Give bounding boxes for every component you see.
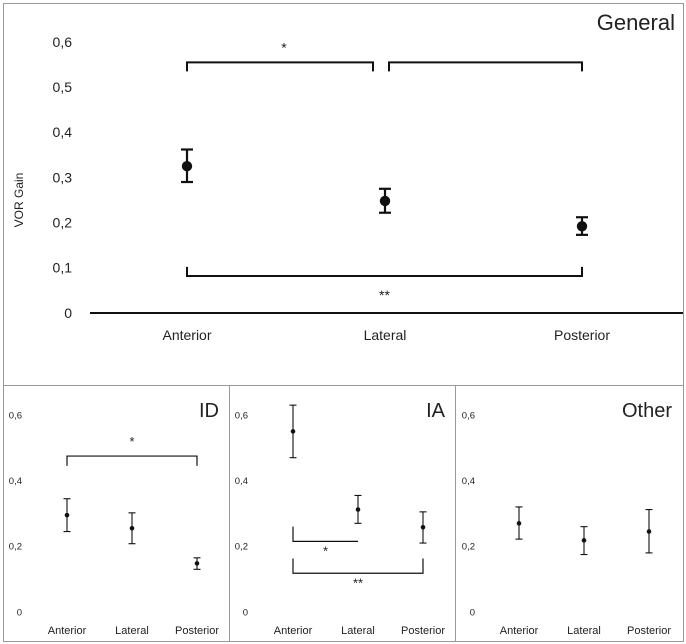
y-tick-label: 0,6 <box>462 410 475 421</box>
y-tick-label: 0,6 <box>53 34 73 50</box>
panel-other: Other 0 0,2 0,4 0,6 Anterior Lateral Posterior <box>462 400 673 637</box>
x-tick-label: Posterior <box>401 625 445 637</box>
data-point <box>516 521 522 526</box>
data-point <box>420 524 426 530</box>
y-tick-label: 0,4 <box>53 124 73 140</box>
panel-id-frame <box>3 385 230 642</box>
y-axis-label: VOR Gain <box>12 173 26 228</box>
panel-title: ID <box>199 400 219 422</box>
significance-label: ** <box>379 287 390 303</box>
significance-bracket <box>186 266 583 277</box>
y-tick-label: 0,5 <box>53 79 73 95</box>
data-point <box>64 512 70 518</box>
y-tick-label: 0,4 <box>462 476 475 487</box>
x-tick-label: Anterior <box>162 327 211 343</box>
data-point <box>129 525 135 531</box>
y-tick-label: 0,3 <box>53 169 73 185</box>
significance-label: * <box>281 39 287 55</box>
x-tick-label: Posterior <box>627 625 671 637</box>
data-point <box>290 429 296 434</box>
significance-bracket <box>292 558 424 574</box>
y-tick-label: 0,2 <box>235 542 248 553</box>
y-tick-label: 0,2 <box>462 542 475 553</box>
data-point <box>581 538 587 543</box>
y-tick-label: 0,2 <box>53 215 73 231</box>
x-tick-label: Lateral <box>364 327 407 343</box>
x-tick-label: Lateral <box>115 625 149 637</box>
x-tick-label: Lateral <box>341 625 375 637</box>
y-tick-label: 0 <box>470 607 475 618</box>
panel-other-frame <box>455 385 684 642</box>
x-tick-label: Posterior <box>175 625 219 637</box>
x-tick-label: Posterior <box>554 327 610 343</box>
x-tick-label: Anterior <box>48 625 87 637</box>
significance-bracket <box>388 61 583 72</box>
panel-ia-frame <box>229 385 456 642</box>
data-point <box>181 161 193 172</box>
x-tick-label: Anterior <box>500 625 539 637</box>
y-tick-label: 0 <box>64 305 72 321</box>
data-point <box>576 221 588 232</box>
y-tick-label: 0 <box>243 607 248 618</box>
panel-title: Other <box>622 400 672 422</box>
significance-bracket <box>186 61 374 72</box>
panel-title: General <box>597 10 675 35</box>
panel-general: General VOR Gain 0 0,1 0,2 0,3 0,4 0,5 0,6 Anteri… <box>12 10 683 343</box>
y-tick-label: 0 <box>17 607 22 618</box>
data-point <box>194 561 200 566</box>
significance-bracket <box>292 526 358 543</box>
y-tick-label: 0,2 <box>9 542 22 553</box>
y-tick-label: 0,6 <box>235 410 248 421</box>
y-tick-label: 0,4 <box>9 476 22 487</box>
x-tick-label: Anterior <box>274 625 313 637</box>
x-tick-label: Lateral <box>567 625 601 637</box>
data-point <box>355 507 361 512</box>
y-tick-label: 0,6 <box>9 410 22 421</box>
significance-label: ** <box>353 575 363 590</box>
y-tick-label: 0,4 <box>235 476 248 487</box>
significance-label: * <box>323 543 328 558</box>
y-tick-label: 0,1 <box>53 260 73 276</box>
panel-id: ID 0 0,2 0,4 0,6 Anterior Lateral Posterior * <box>9 400 220 637</box>
data-point <box>379 195 391 207</box>
significance-label: * <box>129 434 134 449</box>
significance-bracket <box>66 455 198 466</box>
panel-title: IA <box>426 400 446 422</box>
data-point <box>646 529 652 534</box>
